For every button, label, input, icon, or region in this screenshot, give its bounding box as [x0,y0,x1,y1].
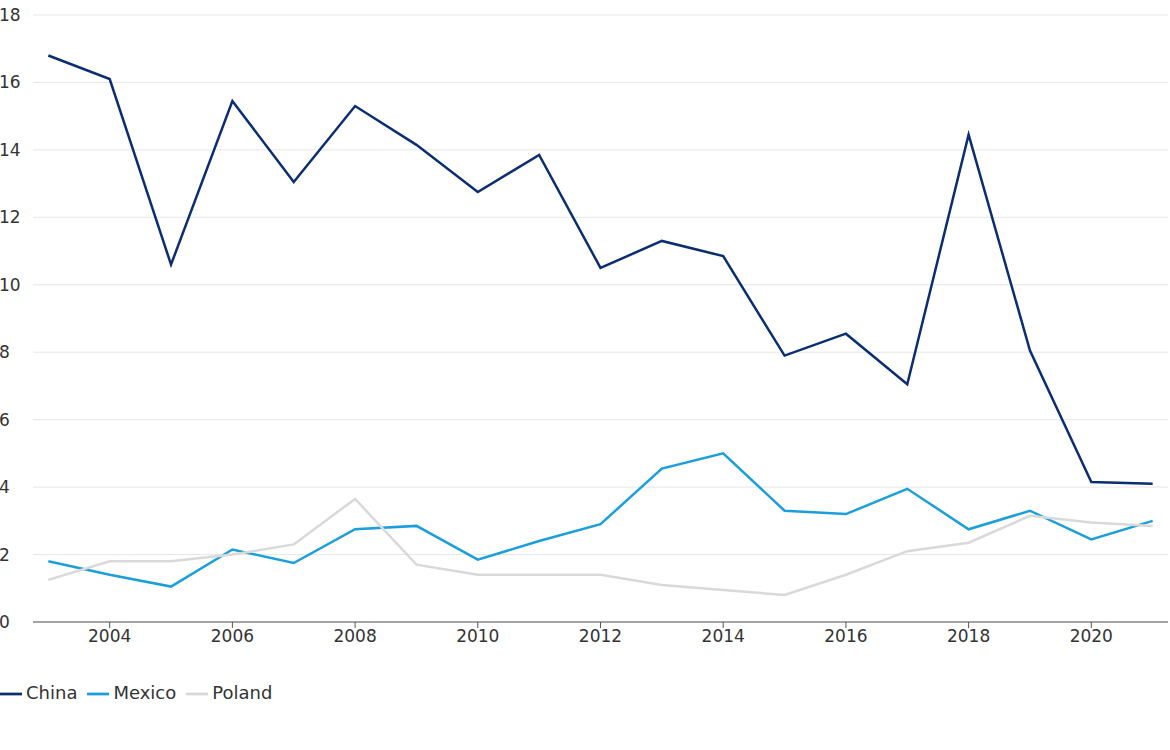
svg-text:12: 12 [8,207,21,227]
svg-text:2: 2 [8,545,10,565]
html-text:Poland: Poland [212,682,273,703]
svg-text:2018: 2018 [947,626,990,646]
svg-text:2006: 2006 [211,626,254,646]
svg-text:10: 10 [8,275,21,295]
svg-text:8: 8 [8,342,10,362]
svg-text:2004: 2004 [88,626,131,646]
html-text:China: China [26,682,78,703]
svg-text:2008: 2008 [333,626,376,646]
svg-text:2012: 2012 [579,626,622,646]
svg-text:2020: 2020 [1070,626,1113,646]
svg-text:4: 4 [8,477,10,497]
svg-text:18: 18 [8,5,21,25]
svg-text:2016: 2016 [824,626,867,646]
svg-text:2014: 2014 [702,626,745,646]
svg-text:14: 14 [8,140,21,160]
html-text:Mexico: Mexico [113,682,177,703]
svg-text:16: 16 [8,72,21,92]
svg-text:2010: 2010 [456,626,499,646]
svg-text:6: 6 [8,410,10,430]
svg-text:0: 0 [8,612,10,632]
